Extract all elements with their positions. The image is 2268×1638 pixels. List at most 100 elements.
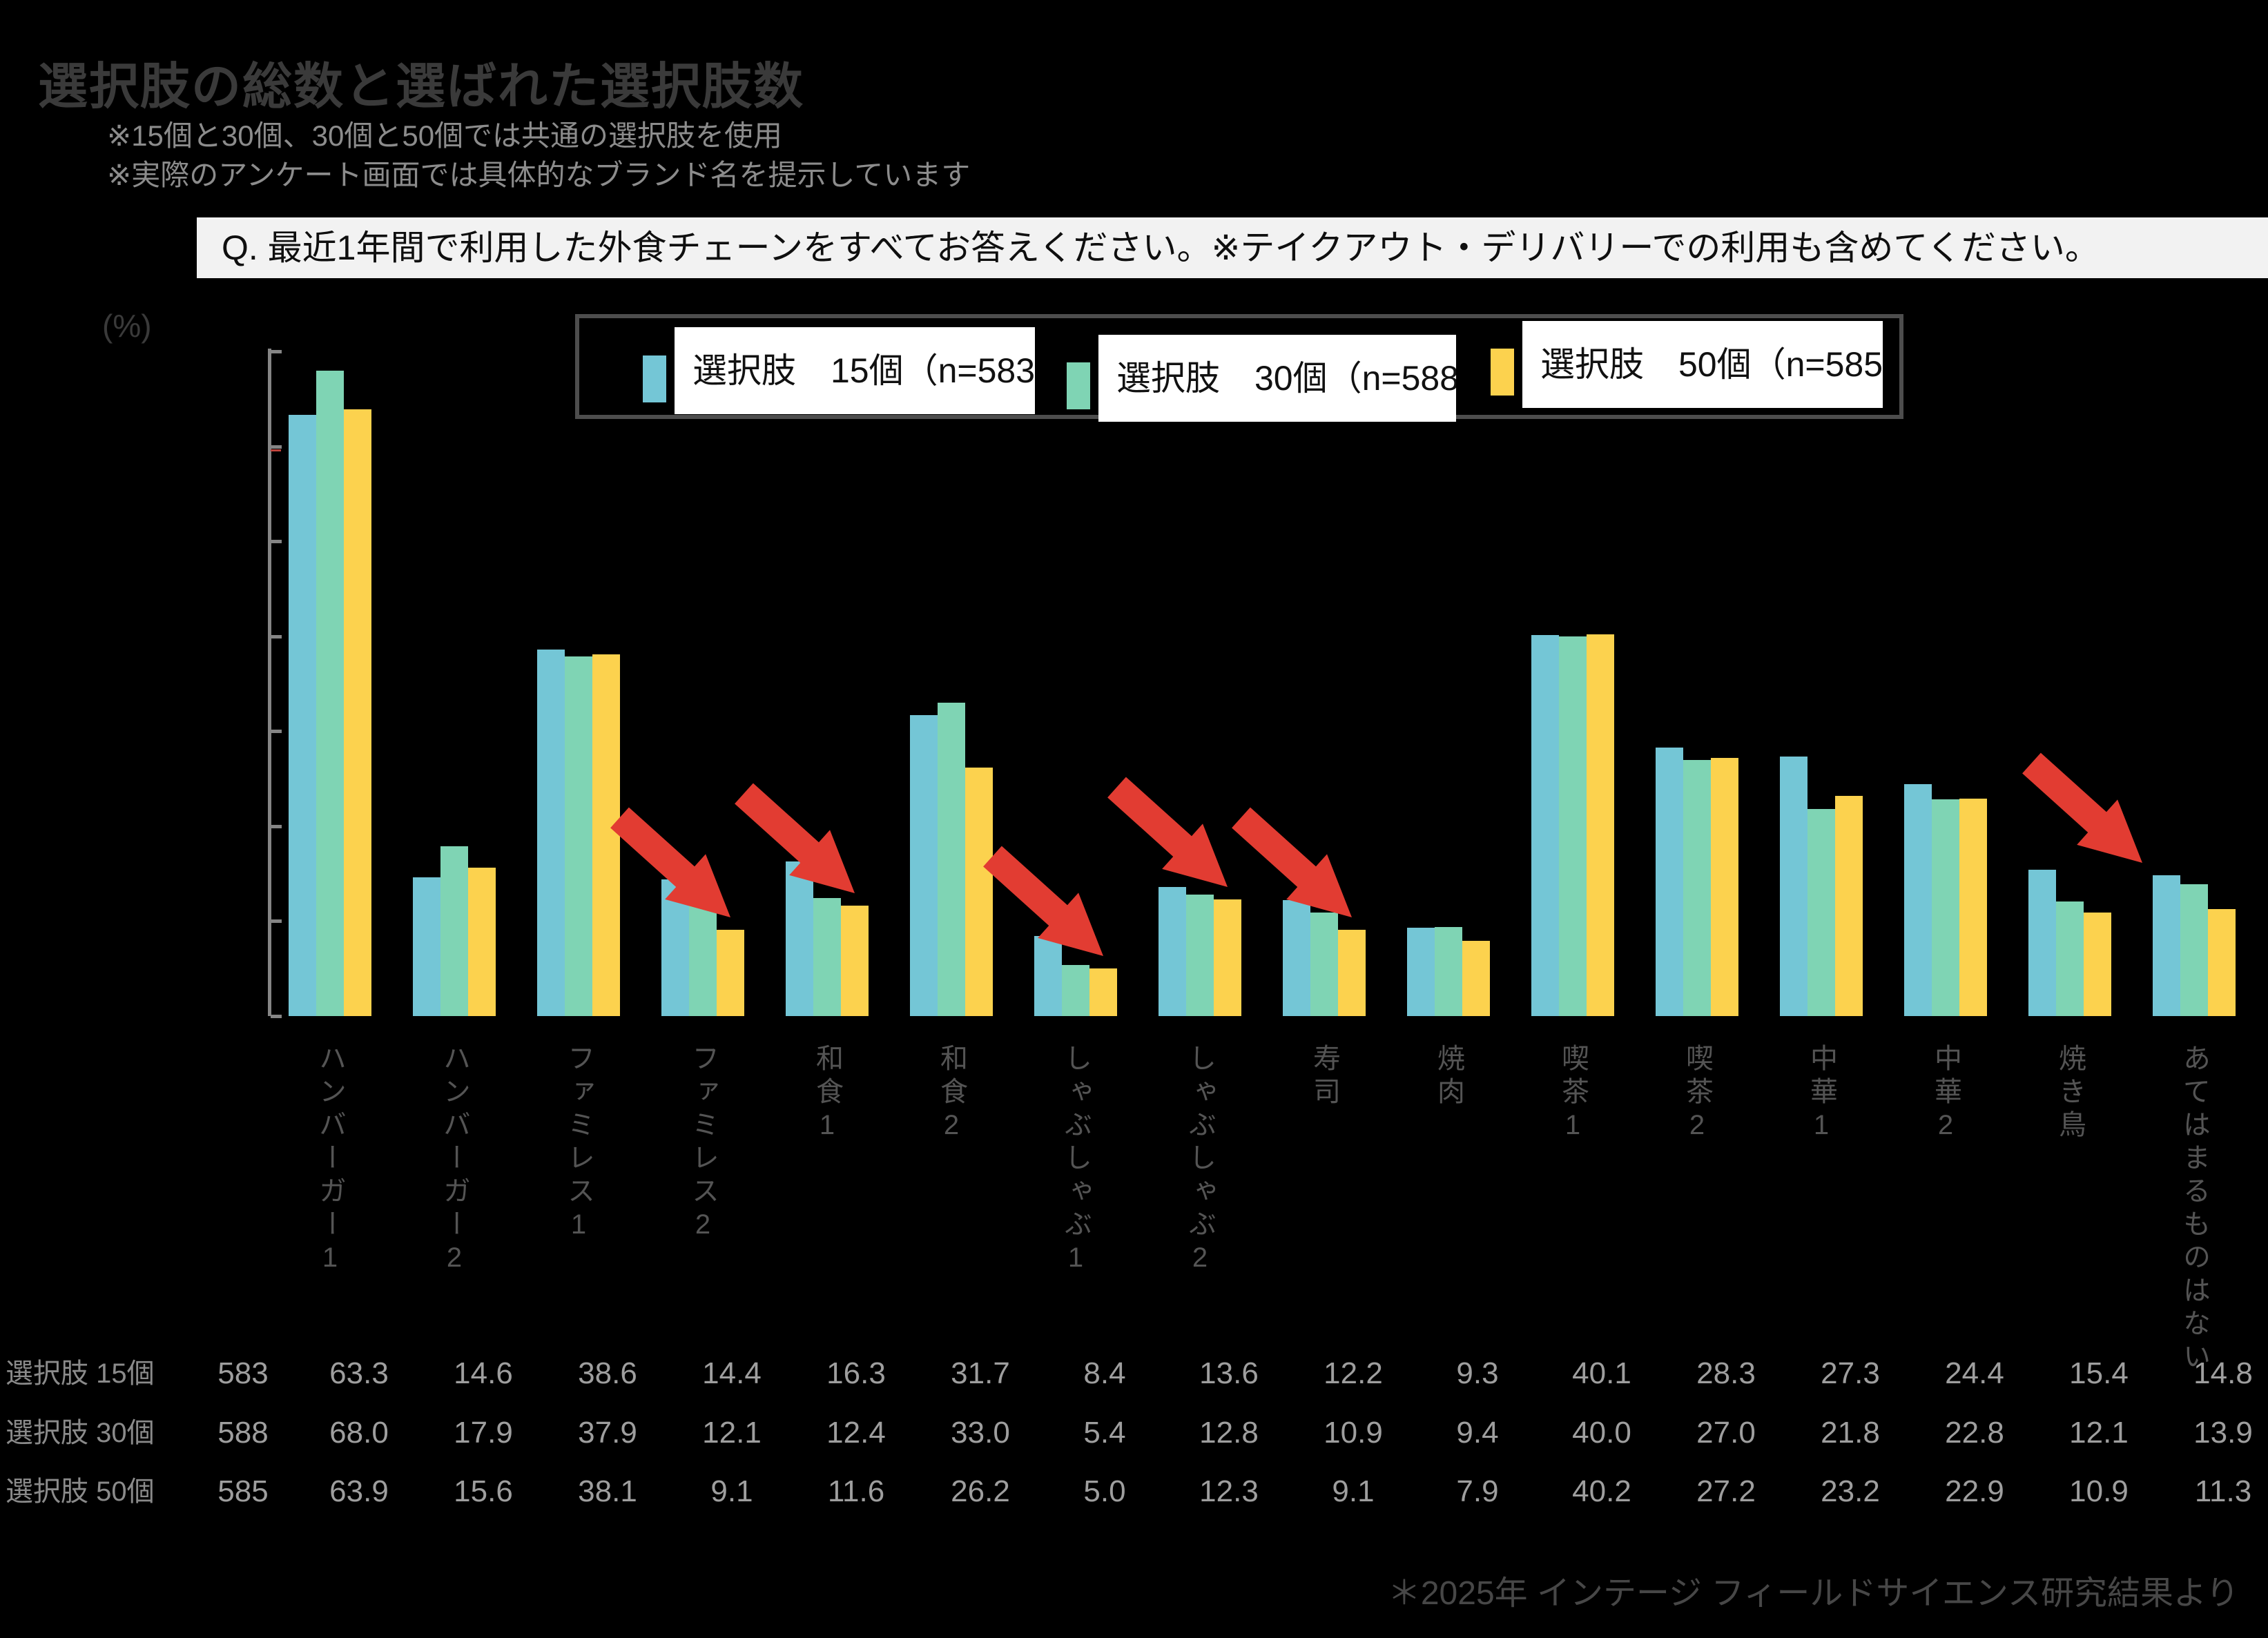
table-value: 63.9 — [329, 1474, 389, 1508]
bar-選択肢 30個-ファミレス1 — [565, 656, 592, 1016]
bar-選択肢 50個-焼肉 — [1462, 941, 1490, 1016]
category-label: 寿司 — [1309, 1044, 1339, 1110]
y-axis-tick — [271, 540, 282, 544]
table-value: 9.1 — [1332, 1474, 1375, 1508]
bar-選択肢 15個-焼き鳥 — [2028, 870, 2056, 1016]
table-value: 12.1 — [702, 1416, 762, 1450]
legend-swatch-30 — [1067, 362, 1090, 409]
red-arrow — [610, 807, 730, 917]
table-value: 37.9 — [578, 1416, 637, 1450]
table-value: 12.3 — [1199, 1474, 1259, 1508]
table-row-label: 選択肢 30個 — [6, 1418, 155, 1448]
category-label: 喫茶1 — [1558, 1044, 1588, 1146]
table-value: 26.2 — [951, 1474, 1010, 1508]
bar-選択肢 50個-ファミレス1 — [592, 654, 620, 1016]
red-arrow — [2022, 752, 2142, 864]
y-axis-line — [268, 349, 271, 1016]
table-value: 21.8 — [1821, 1416, 1880, 1450]
category-label: ハンバーガー2 — [439, 1044, 469, 1278]
table-value: 24.4 — [1945, 1356, 2004, 1390]
category-label: ファミレス1 — [563, 1044, 594, 1245]
table-value: 14.6 — [454, 1356, 513, 1390]
red-arrow — [735, 783, 855, 894]
table-value: 5.4 — [1083, 1416, 1126, 1450]
table-value: 28.3 — [1696, 1356, 1756, 1390]
bar-選択肢 50個-中華1 — [1835, 795, 1863, 1016]
table-n-value: 585 — [217, 1474, 269, 1508]
note-line-1: ※15個と30個、30個と50個では共通の選択肢を使用 — [107, 119, 783, 152]
bar-選択肢 15個-ファミレス1 — [537, 649, 565, 1016]
bar-選択肢 50個-和食2 — [965, 767, 993, 1016]
category-label: 中華2 — [1930, 1044, 1961, 1146]
table-value: 31.7 — [951, 1356, 1010, 1390]
table-value: 40.0 — [1572, 1416, 1631, 1450]
red-arrow-shape — [1232, 807, 1352, 917]
table-value: 27.0 — [1696, 1416, 1756, 1450]
question-box: Q. 最近1年間で利用した外食チェーンをすべてお答えください。※テイクアウト・デ… — [197, 217, 2268, 278]
red-arrow-shape — [2022, 752, 2142, 864]
y-axis-unit-label: (%) — [102, 308, 152, 344]
y-axis-tick — [271, 350, 282, 353]
category-label: 喫茶2 — [1682, 1044, 1712, 1146]
bar-選択肢 50個-ファミレス2 — [717, 929, 744, 1016]
table-value: 9.4 — [1456, 1416, 1499, 1450]
bar-選択肢 30個-ハンバーガー2 — [440, 846, 468, 1016]
bar-選択肢 15個-焼肉 — [1407, 928, 1435, 1016]
bar-選択肢 30個-しゃぶしゃぶ2 — [1186, 894, 1214, 1016]
table-value: 63.3 — [329, 1356, 389, 1390]
bar-選択肢 15個-しゃぶしゃぶ2 — [1159, 886, 1186, 1016]
bar-選択肢 50個-焼き鳥 — [2084, 913, 2111, 1016]
table-value: 12.2 — [1324, 1356, 1383, 1390]
table-row-label: 選択肢 50個 — [6, 1476, 155, 1507]
bar-選択肢 50個-和食1 — [841, 906, 869, 1016]
table-value: 13.9 — [2193, 1416, 2253, 1450]
category-label: しゃぶしゃぶ1 — [1060, 1044, 1091, 1278]
bar-選択肢 50個-中華2 — [1959, 798, 1987, 1016]
table-value: 9.1 — [710, 1474, 753, 1508]
table-row-label: 選択肢 15個 — [6, 1358, 155, 1389]
question-text: Q. 最近1年間で利用した外食チェーンをすべてお答えください。※テイクアウト・デ… — [222, 228, 2100, 267]
category-label: 中華1 — [1806, 1044, 1836, 1146]
red-arrow-shape — [1107, 777, 1228, 887]
table-value: 8.4 — [1083, 1356, 1126, 1390]
bar-選択肢 30個-ファミレス2 — [689, 901, 717, 1016]
y-axis-tick — [271, 919, 282, 924]
bar-選択肢 50個-ハンバーガー1 — [344, 409, 371, 1016]
legend-label-box-30: 選択肢 30個（n=588 — [1098, 335, 1456, 422]
category-label: 焼き鳥 — [2055, 1044, 2085, 1143]
table-value: 17.9 — [454, 1416, 513, 1450]
table-value: 12.4 — [826, 1416, 886, 1450]
legend-swatch-15 — [643, 355, 666, 402]
category-label: ファミレス2 — [688, 1044, 718, 1245]
bar-選択肢 50個-しゃぶしゃぶ2 — [1214, 899, 1241, 1016]
y-axis-tick — [271, 634, 282, 638]
table-value: 68.0 — [329, 1416, 389, 1450]
bar-選択肢 15個-ハンバーガー1 — [289, 415, 316, 1016]
table-value: 14.4 — [702, 1356, 762, 1390]
bar-選択肢 30個-寿司 — [1310, 913, 1338, 1016]
y-axis-tick — [271, 445, 282, 449]
red-arrow-shape — [735, 783, 855, 894]
table-value: 9.3 — [1456, 1356, 1499, 1390]
bar-選択肢 50個-あてはまるものはない — [2208, 908, 2236, 1016]
table-value: 13.6 — [1199, 1356, 1259, 1390]
red-arrow — [1107, 777, 1228, 887]
table-value: 10.9 — [2069, 1474, 2129, 1508]
bar-選択肢 15個-中華1 — [1780, 757, 1807, 1016]
bar-選択肢 50個-しゃぶしゃぶ1 — [1089, 968, 1117, 1016]
bar-選択肢 50個-ハンバーガー2 — [468, 868, 496, 1016]
bar-選択肢 30個-中華1 — [1807, 809, 1835, 1016]
bar-選択肢 15個-しゃぶしゃぶ1 — [1034, 936, 1062, 1016]
table-value: 22.9 — [1945, 1474, 2004, 1508]
table-n-value: 583 — [217, 1356, 269, 1390]
table-value: 33.0 — [951, 1416, 1010, 1450]
table-value: 40.1 — [1572, 1356, 1631, 1390]
bar-選択肢 15個-喫茶2 — [1656, 747, 1683, 1016]
bar-選択肢 30個-ハンバーガー1 — [316, 370, 344, 1016]
legend-label-15: 選択肢 15個（n=583 — [692, 351, 1035, 390]
category-label: 和食2 — [936, 1044, 967, 1146]
note-line-2: ※実際のアンケート画面では具体的なブランド名を提示しています — [107, 159, 971, 191]
table-value: 12.1 — [2069, 1416, 2129, 1450]
table-n-value: 588 — [217, 1416, 269, 1450]
table-value: 38.6 — [578, 1356, 637, 1390]
